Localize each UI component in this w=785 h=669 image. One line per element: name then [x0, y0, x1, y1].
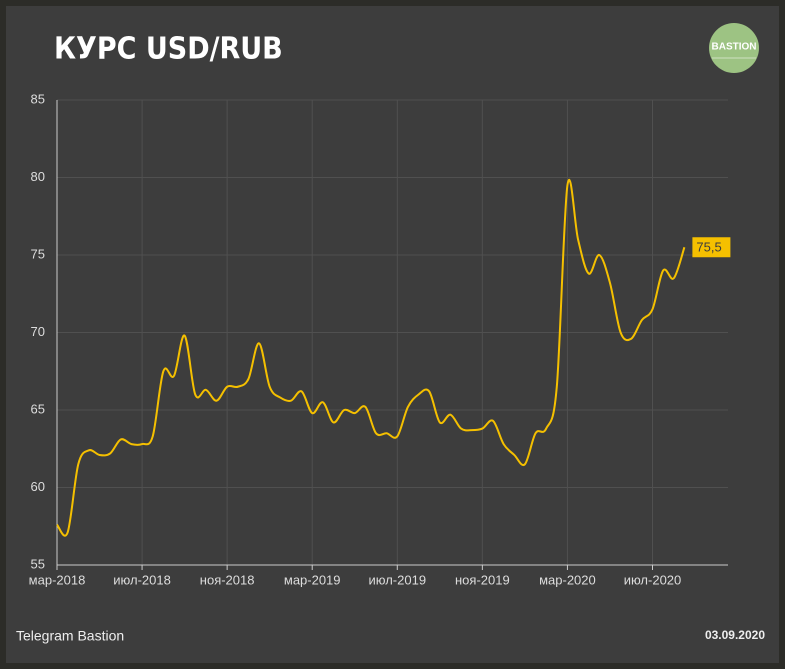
- y-tick-label: 70: [31, 324, 45, 339]
- y-tick-label: 85: [31, 91, 45, 106]
- chart-title: КУРС USD/RUB: [54, 32, 283, 67]
- y-tick-label: 80: [31, 169, 45, 184]
- x-tick-label: июл-2018: [113, 572, 171, 587]
- y-tick-label: 75: [31, 246, 45, 261]
- x-tick-label: мар-2019: [284, 572, 341, 587]
- logo-text: BASTION: [712, 42, 757, 53]
- value-label: 75,5: [696, 240, 721, 255]
- panel: [6, 6, 779, 663]
- x-tick-label: июл-2019: [369, 572, 427, 587]
- logo: [709, 23, 759, 73]
- x-tick-label: ноя-2018: [200, 572, 255, 587]
- line: [56, 178, 686, 537]
- x-tick-label: мар-2020: [539, 572, 596, 587]
- y-tick-label: 55: [31, 556, 45, 571]
- y-tick-label: 60: [31, 479, 45, 494]
- x-tick-label: ноя-2019: [455, 572, 510, 587]
- source: Telegram Bastion: [16, 628, 124, 644]
- date: 03.09.2020: [705, 628, 765, 642]
- x-tick-label: июл-2020: [624, 572, 682, 587]
- x-tick-label: мар-2018: [29, 572, 86, 587]
- value-label-box: [692, 237, 731, 258]
- y-tick-label: 65: [31, 401, 45, 416]
